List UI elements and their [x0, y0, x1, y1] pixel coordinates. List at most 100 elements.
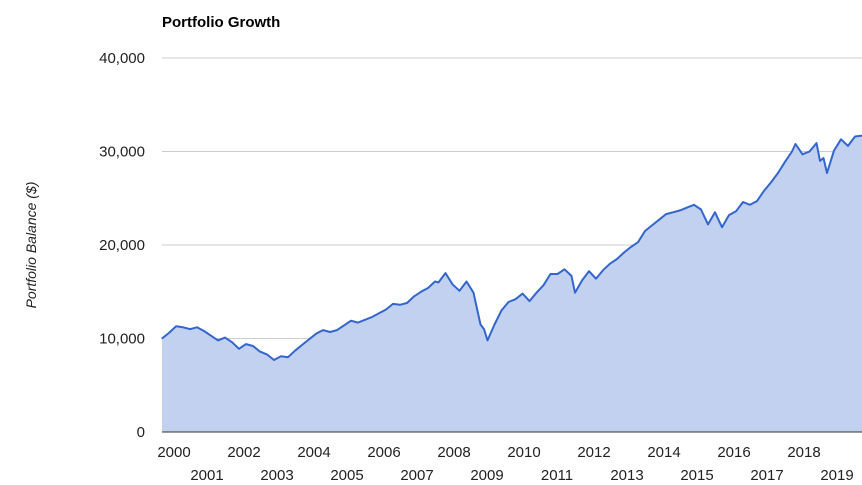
data-point [581, 279, 583, 282]
data-point [280, 355, 282, 357]
data-point [735, 210, 737, 212]
x-tick-label: 2012 [577, 444, 610, 461]
balance-area [162, 135, 862, 432]
data-point [770, 181, 772, 183]
data-point [847, 145, 849, 147]
data-point [231, 341, 233, 343]
data-point [549, 273, 552, 275]
data-point [434, 280, 436, 283]
x-tick-label: 2015 [680, 467, 713, 484]
data-point [444, 272, 447, 274]
x-tick-label: 2010 [507, 444, 540, 461]
data-points [161, 135, 862, 361]
x-tick-label: 2001 [190, 467, 223, 484]
x-tick-label: 2014 [647, 444, 680, 461]
data-point [476, 307, 478, 310]
data-point [822, 157, 825, 159]
data-point [336, 329, 338, 331]
data-point [315, 333, 317, 335]
data-point [465, 280, 468, 283]
data-point [791, 150, 793, 153]
data-point [168, 332, 170, 334]
data-point [833, 149, 835, 152]
data-point [259, 350, 261, 353]
data-point [588, 270, 590, 272]
data-point [777, 172, 779, 174]
data-point [378, 312, 380, 314]
data-point [854, 135, 856, 138]
data-point [819, 160, 821, 162]
y-tick-label: 20,000 [99, 237, 145, 254]
y-tick-label: 0 [137, 424, 145, 441]
data-point [763, 190, 765, 192]
x-tick-label: 2019 [820, 467, 853, 484]
data-point [427, 287, 429, 289]
data-point [252, 345, 254, 347]
data-point [609, 263, 611, 265]
data-point [595, 278, 597, 280]
data-point [801, 153, 804, 155]
y-tick-label: 30,000 [99, 144, 145, 161]
data-point [808, 150, 811, 153]
data-point [535, 292, 538, 294]
data-point [203, 330, 205, 332]
data-point [371, 316, 373, 318]
data-point [665, 213, 667, 215]
y-axis-label: Portfolio Balance ($) [23, 182, 39, 309]
data-point [301, 344, 303, 346]
data-point [840, 138, 842, 140]
data-point [385, 308, 387, 311]
data-point [357, 322, 359, 324]
data-point [182, 326, 184, 328]
data-point [714, 211, 716, 213]
data-point [574, 292, 576, 294]
data-point [273, 359, 275, 361]
data-point [343, 324, 345, 327]
data-point [287, 356, 289, 358]
data-point [815, 142, 818, 144]
data-point [749, 204, 751, 206]
x-tick-label: 2007 [400, 467, 433, 484]
data-point [514, 298, 517, 300]
data-point [794, 143, 797, 145]
data-point [784, 161, 786, 163]
data-point [308, 338, 310, 341]
data-point [406, 302, 408, 304]
data-point [329, 331, 331, 333]
data-point [679, 209, 681, 212]
data-point [294, 350, 296, 352]
data-point [175, 325, 177, 327]
data-point [196, 326, 198, 328]
data-point [392, 303, 394, 305]
data-point [630, 246, 632, 248]
y-tick-label: 10,000 [99, 331, 145, 348]
data-point [224, 336, 226, 339]
x-tick-label: 2009 [470, 467, 503, 484]
data-point [742, 201, 744, 203]
data-point [707, 223, 709, 226]
data-point [686, 207, 688, 209]
data-point [623, 251, 625, 254]
y-tick-label: 40,000 [99, 50, 145, 67]
x-tick-labels: 2000 2002 2004 2006 2008 2010 2012 2014 2016 2018… [157, 444, 853, 484]
data-point [437, 281, 440, 283]
data-point [616, 258, 618, 260]
x-tick-label: 2016 [717, 444, 750, 461]
data-point [266, 353, 268, 355]
x-tick-label: 2013 [610, 467, 643, 484]
data-point [486, 339, 489, 341]
data-point [458, 290, 461, 292]
data-point [245, 343, 247, 345]
data-point [472, 292, 475, 294]
data-point [658, 219, 660, 221]
data-point [420, 291, 422, 293]
x-tick-label: 2006 [367, 444, 400, 461]
data-point [637, 241, 639, 243]
data-point [500, 309, 503, 312]
data-point [528, 300, 531, 302]
data-point [161, 337, 163, 340]
data-point [210, 335, 212, 337]
data-point [483, 328, 485, 330]
data-point [651, 224, 653, 226]
